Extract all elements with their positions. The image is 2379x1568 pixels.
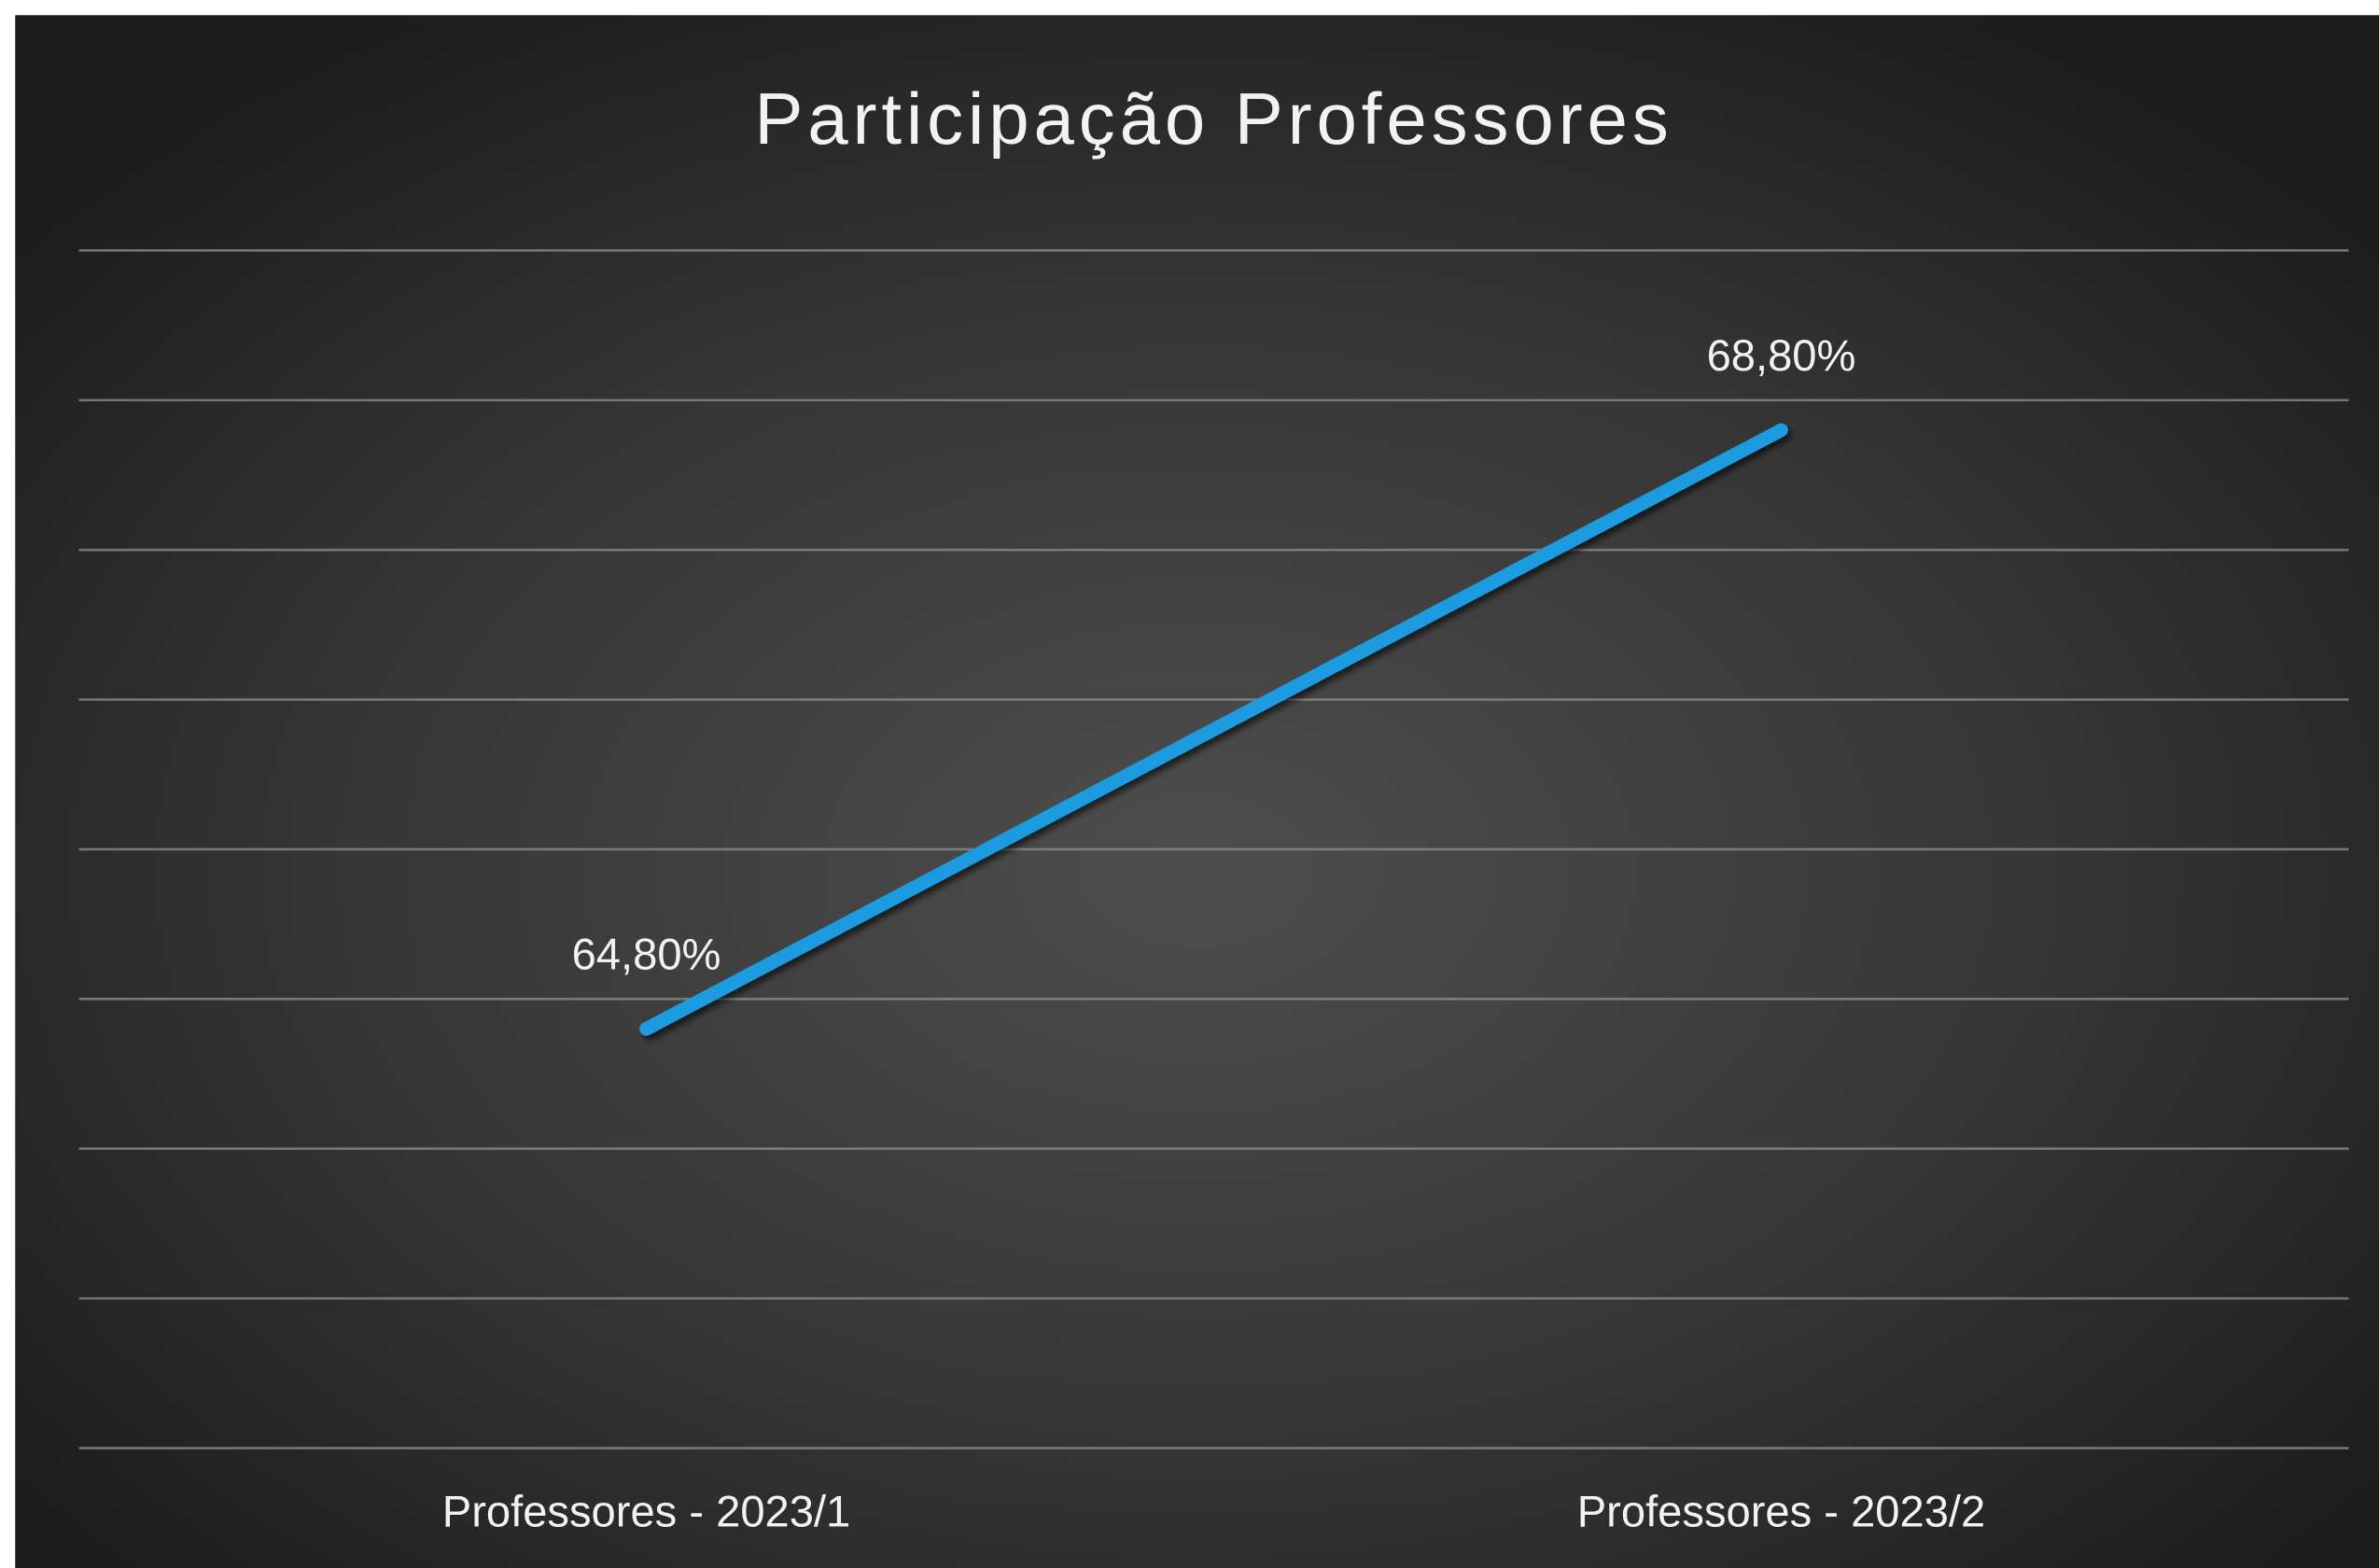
chart-title: Participação Professores (754, 77, 1672, 160)
data-label: 64,80% (572, 929, 721, 978)
chart-background (15, 15, 2379, 1568)
series-line (639, 423, 1788, 1036)
data-label: 68,80% (1707, 330, 1856, 380)
x-tick-label: Professores - 2023/2 (1577, 1487, 1986, 1536)
x-tick-label: Professores - 2023/1 (442, 1487, 851, 1536)
